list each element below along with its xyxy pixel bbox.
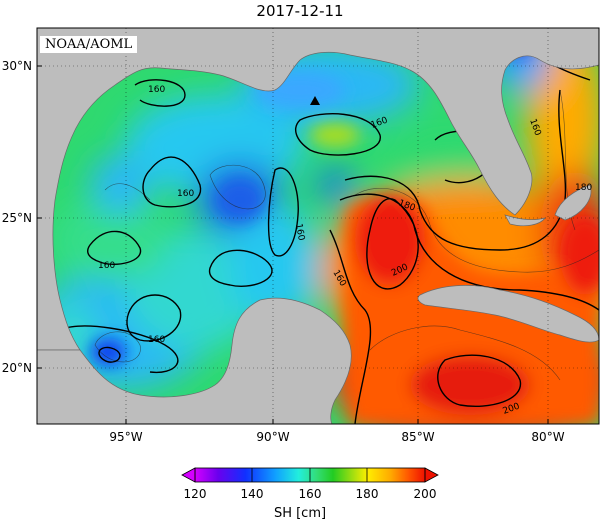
colorbar-tick: 180	[355, 487, 379, 501]
graticule	[37, 28, 599, 424]
lat-label-20n: 20°N	[1, 361, 32, 375]
colorbar	[181, 467, 439, 483]
contour-label: 160	[98, 261, 115, 271]
map-title: 2017-12-11	[256, 2, 344, 20]
colorbar-tick: 120	[183, 487, 207, 501]
land	[37, 28, 599, 424]
major-contours	[59, 39, 599, 424]
credit-label: NOAA/AOML	[40, 36, 138, 53]
colorbar-tick: 200	[413, 487, 437, 501]
map-frame	[36, 27, 600, 425]
lon-label-85w: 85°W	[401, 430, 435, 444]
colorbar-tick: 140	[240, 487, 264, 501]
lon-label-90w: 90°W	[256, 430, 290, 444]
lon-label-80w: 80°W	[531, 430, 565, 444]
colorbar-unit-label: SH [cm]	[273, 506, 327, 521]
contour-label: 180	[575, 183, 592, 193]
contour-label: 160	[148, 85, 165, 95]
lat-label-25n: 25°N	[1, 211, 32, 225]
station-marker	[310, 96, 320, 105]
contour-label: 160	[293, 223, 306, 242]
lat-label-30n: 30°N	[1, 59, 32, 73]
contour-label: 160	[148, 335, 165, 345]
contour-label: 160	[177, 189, 194, 199]
axis-ticks	[37, 65, 549, 424]
lon-label-95w: 95°W	[109, 430, 143, 444]
colorbar-tick: 160	[298, 487, 322, 501]
minor-contours	[94, 89, 599, 381]
